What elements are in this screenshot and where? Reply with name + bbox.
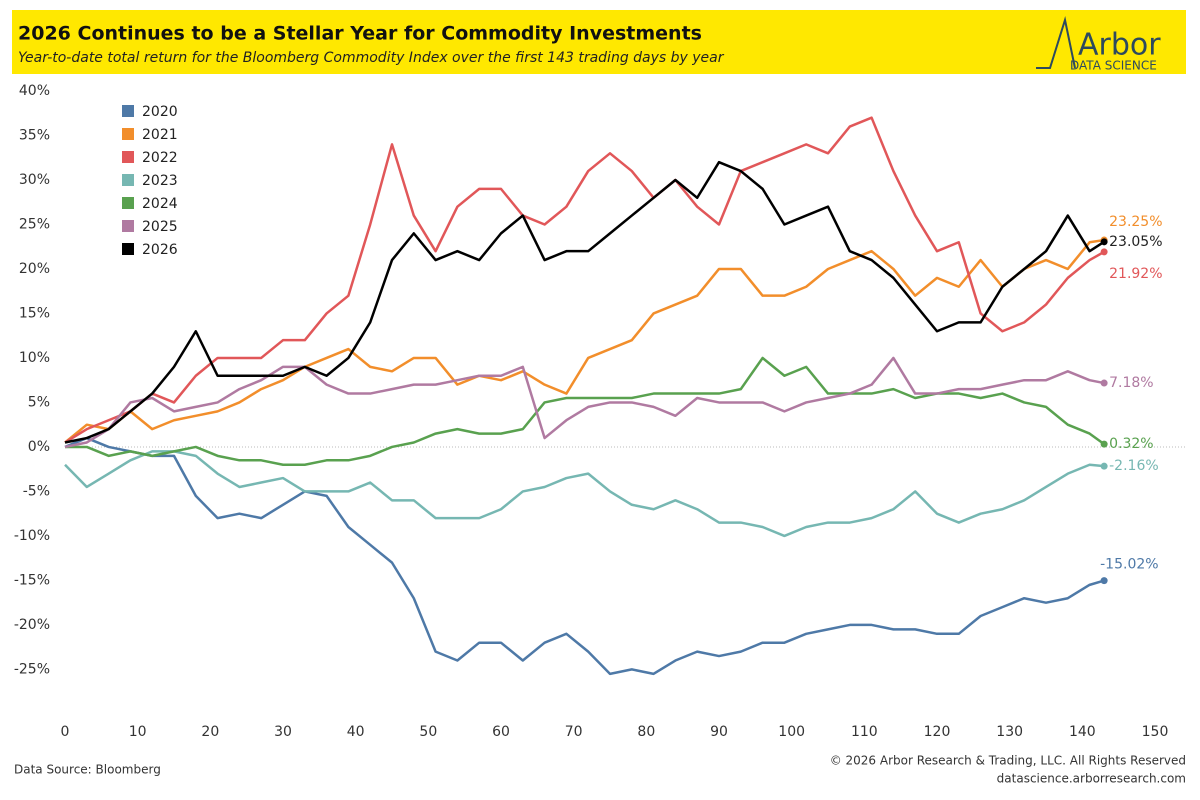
legend-label: 2022 — [142, 150, 178, 166]
series-line — [64, 116, 1105, 444]
x-tick-label: 40 — [347, 724, 365, 740]
copyright: © 2026 Arbor Research & Trading, LLC. Al… — [830, 754, 1186, 768]
legend-label: 2021 — [142, 127, 178, 143]
header-band — [12, 10, 1186, 74]
legend-label: 2026 — [142, 242, 178, 258]
legend-label: 2023 — [142, 173, 178, 189]
legend-swatch — [122, 220, 134, 232]
end-label: 0.32% — [1109, 436, 1153, 452]
series-line — [64, 238, 1105, 444]
y-tick-label: -25% — [14, 661, 50, 677]
y-tick-label: 10% — [19, 350, 50, 366]
end-label: -15.02% — [1100, 557, 1158, 573]
website: datascience.arborresearch.com — [997, 772, 1186, 786]
end-label: 21.92% — [1109, 266, 1162, 282]
legend-swatch — [122, 105, 134, 117]
x-tick-label: 120 — [924, 724, 951, 740]
x-tick-label: 70 — [565, 724, 583, 740]
x-tick-label: 50 — [419, 724, 437, 740]
x-tick-label: 130 — [996, 724, 1023, 740]
legend-swatch — [122, 174, 134, 186]
chart-subtitle: Year-to-date total return for the Bloomb… — [18, 50, 725, 66]
x-tick-label: 140 — [1069, 724, 1096, 740]
y-tick-label: 15% — [19, 305, 50, 321]
legend-swatch — [122, 151, 134, 163]
y-tick-label: 25% — [19, 216, 50, 232]
x-tick-label: 0 — [61, 724, 70, 740]
y-tick-label: -15% — [14, 572, 50, 588]
legend-swatch — [122, 197, 134, 209]
end-point — [1100, 238, 1108, 246]
y-tick-label: 30% — [19, 172, 50, 188]
legend-swatch — [122, 243, 134, 255]
end-label: 7.18% — [1109, 375, 1153, 391]
y-tick-label: 5% — [28, 394, 50, 410]
end-point — [1100, 379, 1108, 387]
logo-mark — [1036, 16, 1076, 69]
x-tick-label: 80 — [637, 724, 655, 740]
y-tick-label: -5% — [23, 483, 50, 499]
series-line — [64, 160, 1105, 444]
x-tick-label: 30 — [274, 724, 292, 740]
x-tick-label: 10 — [129, 724, 147, 740]
y-tick-label: -10% — [14, 528, 50, 544]
y-tick-label: 40% — [19, 83, 50, 99]
end-point — [1100, 462, 1108, 470]
end-point — [1100, 248, 1108, 256]
source-note: Data Source: Bloomberg — [14, 763, 161, 777]
x-tick-label: 100 — [778, 724, 805, 740]
series-line — [64, 356, 1105, 449]
logo-tagline: DATA SCIENCE — [1070, 59, 1157, 73]
end-point — [1100, 440, 1108, 448]
y-tick-label: 0% — [28, 439, 50, 455]
legend-label: 2020 — [142, 104, 178, 120]
series-line — [64, 450, 1105, 538]
y-tick-label: 20% — [19, 261, 50, 277]
x-tick-label: 110 — [851, 724, 878, 740]
end-label: -2.16% — [1109, 458, 1159, 474]
legend-label: 2025 — [142, 219, 178, 235]
x-tick-label: 60 — [492, 724, 510, 740]
series-line — [64, 436, 1105, 676]
legend-label: 2024 — [142, 196, 178, 212]
x-tick-label: 20 — [201, 724, 219, 740]
x-tick-label: 90 — [710, 724, 728, 740]
x-tick-label: 150 — [1142, 724, 1169, 740]
end-label: 23.25% — [1109, 214, 1162, 230]
logo: Arbor DATA SCIENCE — [1036, 16, 1161, 73]
logo-name: Arbor — [1078, 28, 1161, 63]
end-point — [1100, 577, 1108, 585]
legend-swatch — [122, 128, 134, 140]
chart-title: 2026 Continues to be a Stellar Year for … — [18, 23, 702, 45]
y-tick-label: -20% — [14, 617, 50, 633]
y-tick-label: 35% — [19, 127, 50, 143]
end-label: 23.05% — [1109, 234, 1162, 250]
